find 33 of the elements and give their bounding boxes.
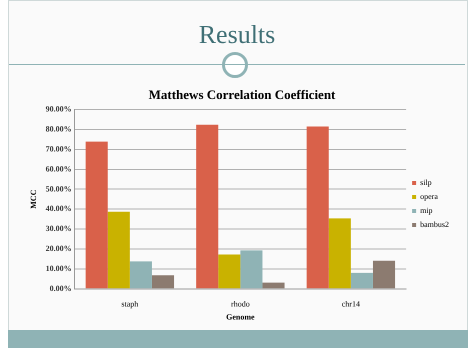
- bar: [350, 272, 373, 288]
- bar: [196, 124, 218, 288]
- y-tick-label: 0.00%: [50, 284, 72, 293]
- x-tick-label: rhodo: [231, 300, 250, 309]
- x-tick-label: staph: [121, 300, 138, 309]
- y-tick-label: 20.00%: [46, 244, 72, 254]
- chart-title: Matthews Correlation Coefficient: [148, 87, 336, 102]
- y-tick-label: 90.00%: [46, 104, 72, 114]
- bar: [372, 260, 396, 288]
- bar: [306, 126, 329, 288]
- bar: [262, 282, 285, 288]
- legend-label: mip: [420, 206, 433, 216]
- y-tick-label: 30.00%: [46, 224, 72, 234]
- legend-label: opera: [420, 192, 438, 202]
- bar: [218, 254, 240, 288]
- bar: [152, 275, 174, 288]
- y-tick-label: 80.00%: [46, 124, 72, 134]
- bar: [130, 261, 152, 288]
- x-tick-label: chr14: [342, 300, 360, 309]
- bar: [108, 212, 130, 288]
- y-axis-title: MCC: [28, 189, 38, 209]
- y-tick-label: 40.00%: [46, 204, 72, 214]
- y-tick-label: 60.00%: [46, 164, 72, 174]
- legend-label: bambus2: [420, 220, 450, 230]
- bar: [86, 142, 108, 288]
- y-tick-label: 10.00%: [46, 264, 72, 273]
- y-tick-label: 70.00%: [46, 144, 72, 154]
- text: Results: [198, 20, 276, 50]
- bar: [240, 250, 262, 288]
- legend-label: silp: [420, 178, 432, 188]
- x-axis-title: Genome: [226, 312, 256, 322]
- y-tick-label: 50.00%: [46, 184, 72, 194]
- bar: [328, 218, 351, 288]
